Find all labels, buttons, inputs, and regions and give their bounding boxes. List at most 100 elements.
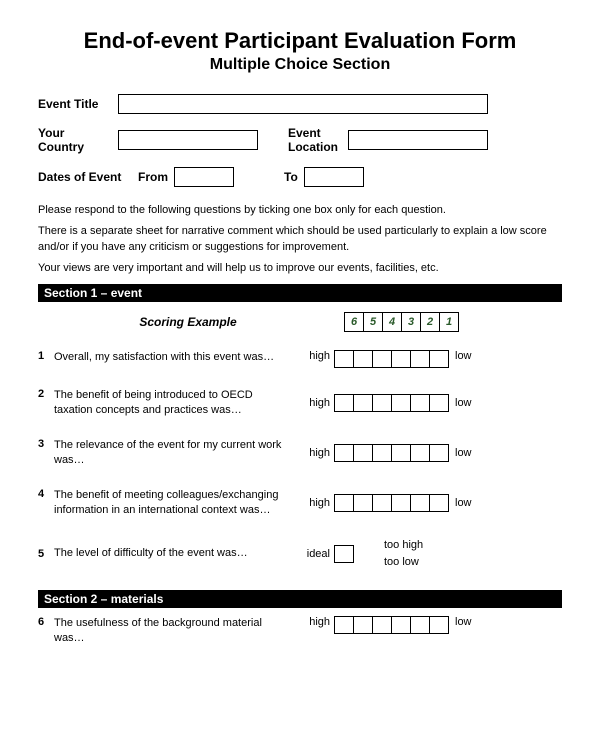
q6-box-5[interactable] bbox=[353, 616, 373, 634]
label-event-location: Event Location bbox=[288, 126, 348, 155]
q1-box-4[interactable] bbox=[372, 350, 392, 368]
score-6: 6 bbox=[344, 312, 364, 332]
q5-ideal: ideal bbox=[300, 548, 334, 560]
question-6: 6 The usefulness of the background mater… bbox=[38, 616, 562, 646]
q4-box-1[interactable] bbox=[429, 494, 449, 512]
q1-high: high bbox=[300, 350, 334, 362]
scoring-example-boxes: 6 5 4 3 2 1 bbox=[344, 312, 459, 332]
label-to: To bbox=[284, 170, 298, 184]
row-event-title: Event Title bbox=[38, 94, 562, 114]
q3-box-6[interactable] bbox=[334, 444, 354, 462]
q4-text: The benefit of meeting colleagues/exchan… bbox=[54, 488, 300, 518]
q6-low: low bbox=[449, 616, 472, 628]
label-event-title: Event Title bbox=[38, 97, 118, 111]
q3-text: The relevance of the event for my curren… bbox=[54, 438, 300, 468]
section-2-header: Section 2 – materials bbox=[38, 590, 562, 608]
q1-box-3[interactable] bbox=[391, 350, 411, 368]
q2-box-4[interactable] bbox=[372, 394, 392, 412]
question-3: 3 The relevance of the event for my curr… bbox=[38, 438, 562, 468]
input-from[interactable] bbox=[174, 167, 234, 187]
q2-box-6[interactable] bbox=[334, 394, 354, 412]
scoring-example-row: Scoring Example 6 5 4 3 2 1 bbox=[38, 312, 562, 332]
q6-box-6[interactable] bbox=[334, 616, 354, 634]
score-1: 1 bbox=[439, 312, 459, 332]
q5-box-ideal[interactable] bbox=[334, 545, 354, 563]
question-5: 5 The level of difficulty of the event w… bbox=[38, 537, 562, 570]
q1-num: 1 bbox=[38, 350, 54, 362]
q1-box-1[interactable] bbox=[429, 350, 449, 368]
q4-boxes bbox=[334, 494, 449, 512]
instructions-1: Please respond to the following question… bbox=[38, 203, 562, 218]
q6-box-4[interactable] bbox=[372, 616, 392, 634]
question-2: 2 The benefit of being introduced to OEC… bbox=[38, 388, 562, 418]
q4-low: low bbox=[449, 497, 472, 509]
q5-right-labels: too high too low bbox=[354, 537, 423, 570]
q3-box-5[interactable] bbox=[353, 444, 373, 462]
score-5: 5 bbox=[363, 312, 383, 332]
form-title: End-of-event Participant Evaluation Form bbox=[38, 28, 562, 54]
label-from: From bbox=[138, 170, 168, 184]
q1-boxes bbox=[334, 350, 449, 368]
q4-box-3[interactable] bbox=[391, 494, 411, 512]
section-1-header: Section 1 – event bbox=[38, 284, 562, 302]
q2-box-3[interactable] bbox=[391, 394, 411, 412]
form-page: End-of-event Participant Evaluation Form… bbox=[0, 0, 600, 666]
q5-too-high: too high bbox=[384, 537, 423, 554]
q4-high: high bbox=[300, 497, 334, 509]
q2-num: 2 bbox=[38, 388, 54, 400]
q1-box-6[interactable] bbox=[334, 350, 354, 368]
q3-box-3[interactable] bbox=[391, 444, 411, 462]
q2-high: high bbox=[300, 397, 334, 409]
input-event-location[interactable] bbox=[348, 130, 488, 150]
q2-boxes bbox=[334, 394, 449, 412]
q2-low: low bbox=[449, 397, 472, 409]
scoring-example-label: Scoring Example bbox=[38, 315, 338, 329]
q1-low: low bbox=[449, 350, 472, 362]
q2-box-2[interactable] bbox=[410, 394, 430, 412]
q5-num: 5 bbox=[38, 548, 54, 560]
q6-text: The usefulness of the background materia… bbox=[54, 616, 300, 646]
q3-box-2[interactable] bbox=[410, 444, 430, 462]
score-4: 4 bbox=[382, 312, 402, 332]
q6-high: high bbox=[300, 616, 334, 628]
question-1: 1 Overall, my satisfaction with this eve… bbox=[38, 350, 562, 368]
q5-text: The level of difficulty of the event was… bbox=[54, 546, 300, 561]
q4-box-4[interactable] bbox=[372, 494, 392, 512]
instructions-2: There is a separate sheet for narrative … bbox=[38, 224, 562, 255]
q3-low: low bbox=[449, 447, 472, 459]
input-to[interactable] bbox=[304, 167, 364, 187]
q3-box-1[interactable] bbox=[429, 444, 449, 462]
row-dates: Dates of Event From To bbox=[38, 167, 562, 187]
q3-num: 3 bbox=[38, 438, 54, 450]
q2-text: The benefit of being introduced to OECD … bbox=[54, 388, 300, 418]
score-3: 3 bbox=[401, 312, 421, 332]
q3-box-4[interactable] bbox=[372, 444, 392, 462]
q6-num: 6 bbox=[38, 616, 54, 628]
q5-boxes bbox=[334, 545, 354, 563]
q2-box-5[interactable] bbox=[353, 394, 373, 412]
q2-box-1[interactable] bbox=[429, 394, 449, 412]
q3-boxes bbox=[334, 444, 449, 462]
input-event-title[interactable] bbox=[118, 94, 488, 114]
question-4: 4 The benefit of meeting colleagues/exch… bbox=[38, 488, 562, 518]
q6-box-2[interactable] bbox=[410, 616, 430, 634]
q6-box-3[interactable] bbox=[391, 616, 411, 634]
form-subtitle: Multiple Choice Section bbox=[38, 56, 562, 74]
q4-box-5[interactable] bbox=[353, 494, 373, 512]
q3-high: high bbox=[300, 447, 334, 459]
label-your-country: Your Country bbox=[38, 126, 98, 155]
q6-boxes bbox=[334, 616, 449, 634]
input-your-country[interactable] bbox=[118, 130, 258, 150]
q6-box-1[interactable] bbox=[429, 616, 449, 634]
q1-box-5[interactable] bbox=[353, 350, 373, 368]
q5-too-low: too low bbox=[384, 554, 423, 571]
q1-text: Overall, my satisfaction with this event… bbox=[54, 350, 300, 365]
q1-box-2[interactable] bbox=[410, 350, 430, 368]
score-2: 2 bbox=[420, 312, 440, 332]
label-dates: Dates of Event bbox=[38, 170, 138, 184]
instructions-3: Your views are very important and will h… bbox=[38, 261, 562, 276]
q4-box-6[interactable] bbox=[334, 494, 354, 512]
row-country-location: Your Country Event Location bbox=[38, 126, 562, 155]
q4-box-2[interactable] bbox=[410, 494, 430, 512]
q4-num: 4 bbox=[38, 488, 54, 500]
